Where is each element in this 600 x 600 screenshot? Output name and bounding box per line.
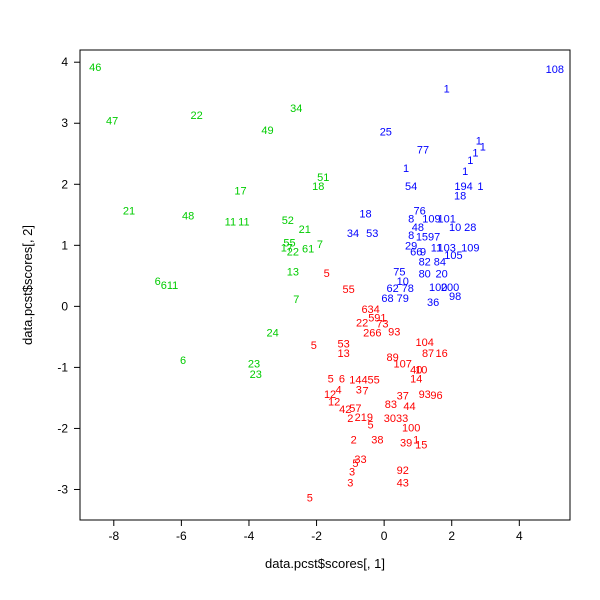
data-point: 87 (422, 348, 434, 360)
data-point: 22 (287, 247, 299, 259)
data-point: 3 (347, 477, 353, 489)
data-point: 1 (462, 166, 468, 178)
data-point: 34 (290, 103, 302, 115)
chart-bg (0, 0, 600, 600)
data-point: 53 (366, 228, 378, 240)
data-point: 84 (434, 256, 446, 268)
data-point: 93 (388, 327, 400, 339)
data-point: 23 (250, 369, 262, 381)
data-point: 43 (397, 477, 409, 489)
chart-container: -8-6-4-2024-3-2-101234data.pcst$scores[,… (0, 0, 600, 600)
data-point: 98 (449, 291, 461, 303)
data-point: 77 (417, 145, 429, 157)
data-point: 17 (234, 186, 246, 198)
data-point: 7 (317, 239, 323, 251)
data-point: 44 (403, 401, 415, 413)
y-axis-label: data.pcst$scores[, 2] (20, 225, 35, 345)
data-point: 21 (299, 224, 311, 236)
data-point: 52 (282, 215, 294, 227)
data-point: 51 (317, 172, 329, 184)
y-tick-label: 2 (61, 177, 68, 191)
data-point: 48 (182, 211, 194, 223)
data-point: 82 (419, 256, 431, 268)
x-tick-label: 2 (448, 529, 455, 543)
x-tick-label: -2 (311, 529, 322, 543)
data-point: 55 (343, 284, 355, 296)
data-point: 6 (180, 355, 186, 367)
data-point: 83 (385, 399, 397, 411)
data-point: 18 (454, 190, 466, 202)
data-point: 109 (461, 242, 479, 254)
data-point: 92 (397, 465, 409, 477)
x-tick-label: 0 (381, 529, 388, 543)
x-axis-label: data.pcst$scores[, 1] (265, 556, 385, 571)
data-point: 36 (427, 297, 439, 309)
data-point: 47 (106, 115, 118, 127)
data-point: 2 (347, 413, 353, 425)
data-point: 21 (123, 206, 135, 218)
data-point: 15 (415, 439, 427, 451)
data-point: 25 (380, 126, 392, 138)
data-point: 16 (435, 348, 447, 360)
scatter-plot: -8-6-4-2024-3-2-101234data.pcst$scores[,… (0, 0, 600, 600)
data-point: 1 (403, 163, 409, 175)
data-point: 49 (261, 125, 273, 137)
data-point: 4 (335, 385, 341, 397)
data-point: 46 (89, 62, 101, 74)
data-point: 38 (371, 435, 383, 447)
data-point: 61 (302, 244, 314, 256)
data-point: 1 (477, 181, 483, 193)
data-point: 1 (444, 84, 450, 96)
data-point: 11 (238, 217, 249, 229)
data-point: 68 (381, 293, 393, 305)
data-point: 5 (311, 340, 317, 352)
data-point: 13 (337, 348, 349, 360)
data-point: 100 (402, 422, 420, 434)
data-point: 39 (400, 438, 412, 450)
data-point: 93 (419, 389, 431, 401)
y-tick-label: -3 (57, 482, 68, 496)
data-point: 79 (397, 293, 409, 305)
data-point: 7 (293, 294, 299, 306)
data-point: 80 (419, 269, 431, 281)
data-point: 105 (444, 250, 462, 262)
data-point: 1 (480, 142, 486, 154)
x-tick-label: -6 (176, 529, 187, 543)
data-point: 14 (410, 374, 422, 386)
data-point: 7 (362, 386, 368, 398)
data-point: 3 (356, 385, 362, 397)
x-tick-label: -8 (108, 529, 119, 543)
data-point: 34 (347, 228, 359, 240)
data-point: 13 (287, 267, 299, 279)
data-point: 11 (225, 217, 236, 229)
y-tick-label: 4 (61, 55, 68, 69)
data-point: 5 (368, 419, 374, 431)
y-tick-label: -1 (57, 360, 68, 374)
data-point: 18 (359, 209, 371, 221)
x-tick-label: 4 (516, 529, 523, 543)
data-point: 24 (266, 328, 278, 340)
data-point: 20 (435, 269, 447, 281)
y-tick-label: 1 (61, 238, 68, 252)
data-point: 54 (405, 181, 417, 193)
y-tick-label: -2 (57, 421, 68, 435)
data-point: 611 (161, 280, 179, 292)
data-point: 5 (324, 268, 330, 280)
data-point: 2 (351, 435, 357, 447)
data-point: 5 (328, 374, 334, 386)
y-tick-label: 0 (61, 299, 68, 313)
data-point: 28 (464, 222, 476, 234)
data-point: 266 (363, 328, 381, 340)
data-point: 5 (307, 493, 313, 505)
y-tick-label: 3 (61, 116, 68, 130)
x-tick-label: -4 (244, 529, 255, 543)
data-point: 96 (430, 390, 442, 402)
data-point: 10 (449, 222, 461, 234)
data-point: 108 (546, 64, 564, 76)
data-point: 22 (190, 110, 202, 122)
